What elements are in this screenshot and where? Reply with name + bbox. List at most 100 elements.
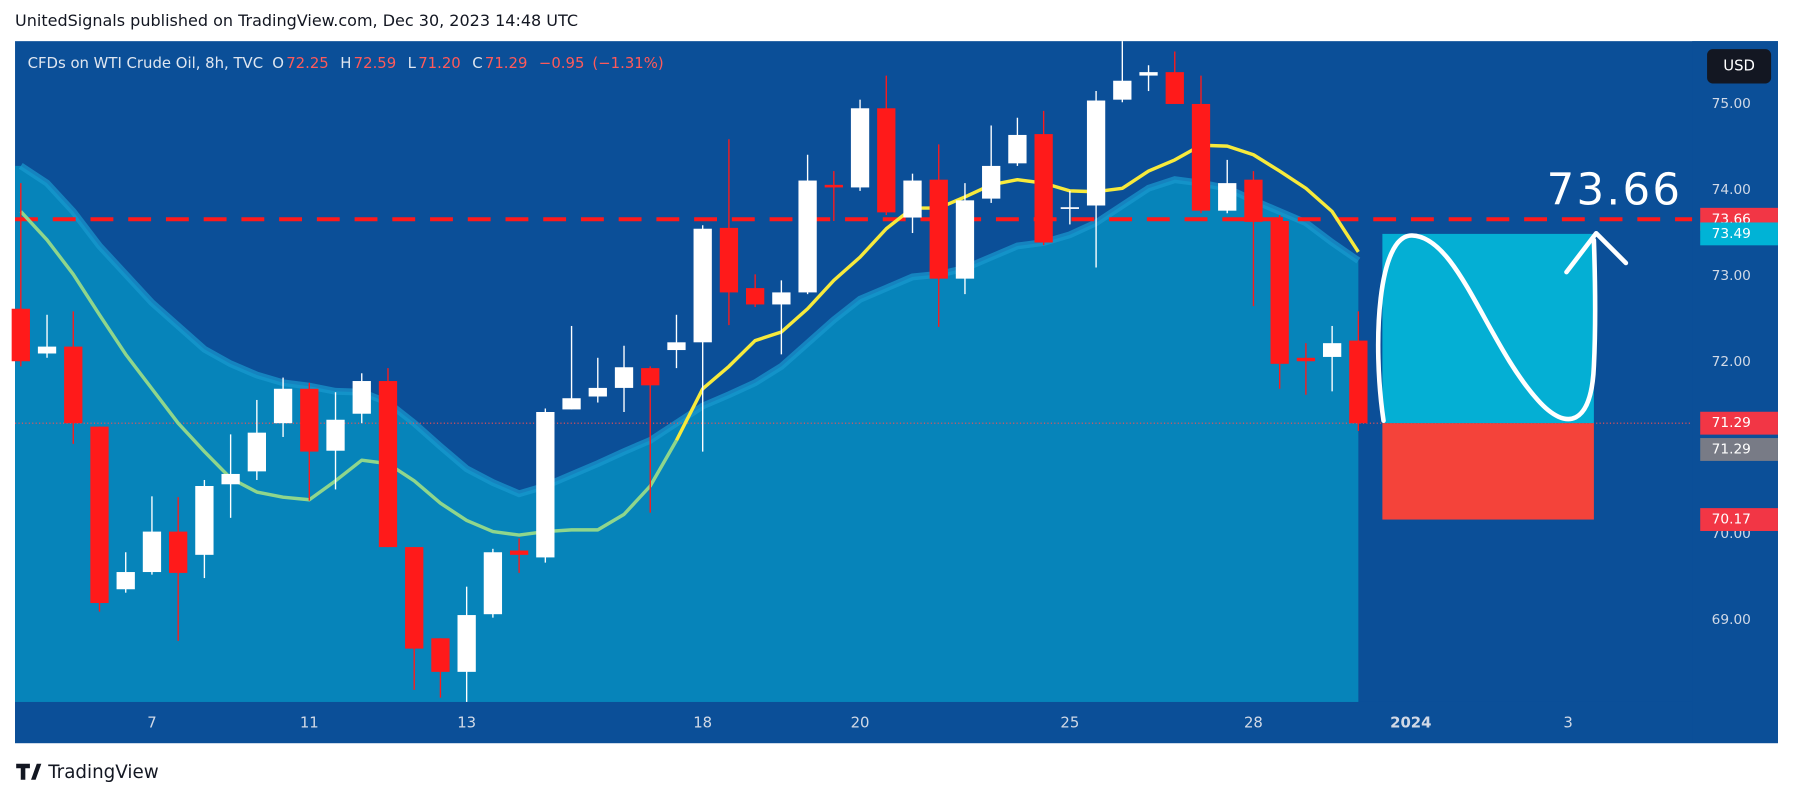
x-tick-label: 18 <box>693 714 712 732</box>
legend-symbol: CFDs on WTI Crude Oil, 8h, TVC <box>28 54 263 72</box>
x-tick-label: 3 <box>1563 714 1572 732</box>
legend-letter: O <box>272 54 284 72</box>
candle-body <box>1296 357 1316 362</box>
candle-body <box>693 228 712 343</box>
candle-body <box>378 381 398 548</box>
candle-body <box>1218 183 1237 211</box>
plot: 73.66 <box>11 41 1693 702</box>
candle-body <box>562 398 581 410</box>
footer-brand: TradingView <box>47 762 159 783</box>
x-axis-bg <box>15 701 1693 744</box>
candle-body <box>1270 220 1289 364</box>
candle-body <box>1008 134 1027 164</box>
candle-body <box>877 108 896 213</box>
candle-body <box>431 638 450 672</box>
tv-logo: TradingView <box>16 762 159 783</box>
candle-body <box>509 550 529 555</box>
candle-body <box>798 180 817 293</box>
legend-letter: L <box>408 54 417 72</box>
candle-body <box>1060 207 1080 209</box>
drawn-arrow <box>1564 230 1629 275</box>
candle-body <box>536 412 555 558</box>
logo-icon <box>16 763 42 780</box>
candle-body <box>850 108 870 188</box>
x-tick-label: 7 <box>147 714 156 732</box>
candle-body <box>11 308 30 362</box>
candle-body <box>719 227 739 293</box>
y-tick-label: 74.00 <box>1712 182 1751 198</box>
ma-line <box>19 210 678 537</box>
legend-change-pct: (−1.31%) <box>592 54 663 72</box>
candle-body <box>169 531 188 573</box>
candle-body <box>772 292 791 305</box>
candle-body <box>37 346 57 354</box>
price-label-bg <box>1700 411 1778 435</box>
candle-body <box>929 179 948 279</box>
x-tick-label: 2024 <box>1390 714 1431 732</box>
legend-value: 72.59 <box>354 54 397 72</box>
candle-body <box>247 432 266 472</box>
candle-body <box>614 367 634 388</box>
x-tick-label: 13 <box>457 714 476 732</box>
price-label: 71.29 <box>1712 415 1751 431</box>
candle-body <box>352 381 371 414</box>
legend-value: 71.20 <box>418 54 461 72</box>
candle-body <box>1349 340 1368 424</box>
candle-body <box>903 180 922 218</box>
price-label-bg <box>1700 222 1778 246</box>
candle-body <box>1191 103 1211 211</box>
stop-zone <box>1382 423 1594 520</box>
candle-body <box>405 547 424 649</box>
price-label: 70.17 <box>1712 512 1751 528</box>
x-tick-label: 11 <box>300 714 319 732</box>
candle-body <box>746 288 765 305</box>
y-tick-label: 73.00 <box>1712 268 1751 284</box>
candle-body <box>90 426 109 604</box>
candle-body <box>195 485 214 555</box>
candle-body <box>955 200 975 279</box>
legend-letter: C <box>472 54 482 72</box>
candle-body <box>1034 134 1053 243</box>
price-label-bg <box>1700 508 1778 531</box>
legend-change: −0.95 <box>539 54 585 72</box>
legend-value: 71.29 <box>485 54 528 72</box>
price-label: 73.49 <box>1712 226 1751 242</box>
x-tick-label: 25 <box>1060 714 1079 732</box>
candle-body <box>1113 80 1132 100</box>
candle-body <box>1165 72 1184 104</box>
y-tick-label: 69.00 <box>1712 612 1751 628</box>
x-tick-label: 28 <box>1244 714 1263 732</box>
legend-letter: H <box>340 54 351 72</box>
candle-body <box>1139 72 1158 76</box>
currency-button[interactable] <box>1707 49 1772 84</box>
legend: CFDs on WTI Crude Oil, 8h, TVC O 72.25 H 72.… <box>28 54 664 72</box>
candle-body <box>1086 100 1106 206</box>
candle-body <box>64 346 83 424</box>
y-tick-label: 75.00 <box>1712 96 1751 112</box>
annotation-text: 73.66 <box>1547 166 1683 216</box>
x-tick-label: 20 <box>851 714 870 732</box>
price-label: 71.29 <box>1712 441 1751 457</box>
candle-body <box>273 388 293 424</box>
axes: 75.0074.0073.0072.0070.0069.0073.6673.49… <box>147 96 1778 732</box>
band-area <box>15 165 1359 702</box>
candle-body <box>1244 179 1263 222</box>
candle-body <box>326 419 345 451</box>
candle-body <box>116 572 135 590</box>
drawn-curve <box>1375 233 1598 424</box>
candle-body <box>641 368 660 386</box>
candle-body <box>483 552 503 615</box>
candle-body <box>300 388 319 452</box>
candle-body <box>588 387 607 397</box>
candle-body <box>142 531 162 573</box>
legend-value: 72.25 <box>286 54 329 72</box>
candle-body <box>982 165 1001 199</box>
y-tick-label: 72.00 <box>1712 354 1751 370</box>
candle-body <box>221 473 240 485</box>
price-axis-bg <box>1692 41 1778 744</box>
currency-label: USD <box>1723 56 1755 74</box>
candle-body <box>457 615 476 672</box>
price-label-bg <box>1700 438 1778 461</box>
candle-body <box>667 342 686 351</box>
